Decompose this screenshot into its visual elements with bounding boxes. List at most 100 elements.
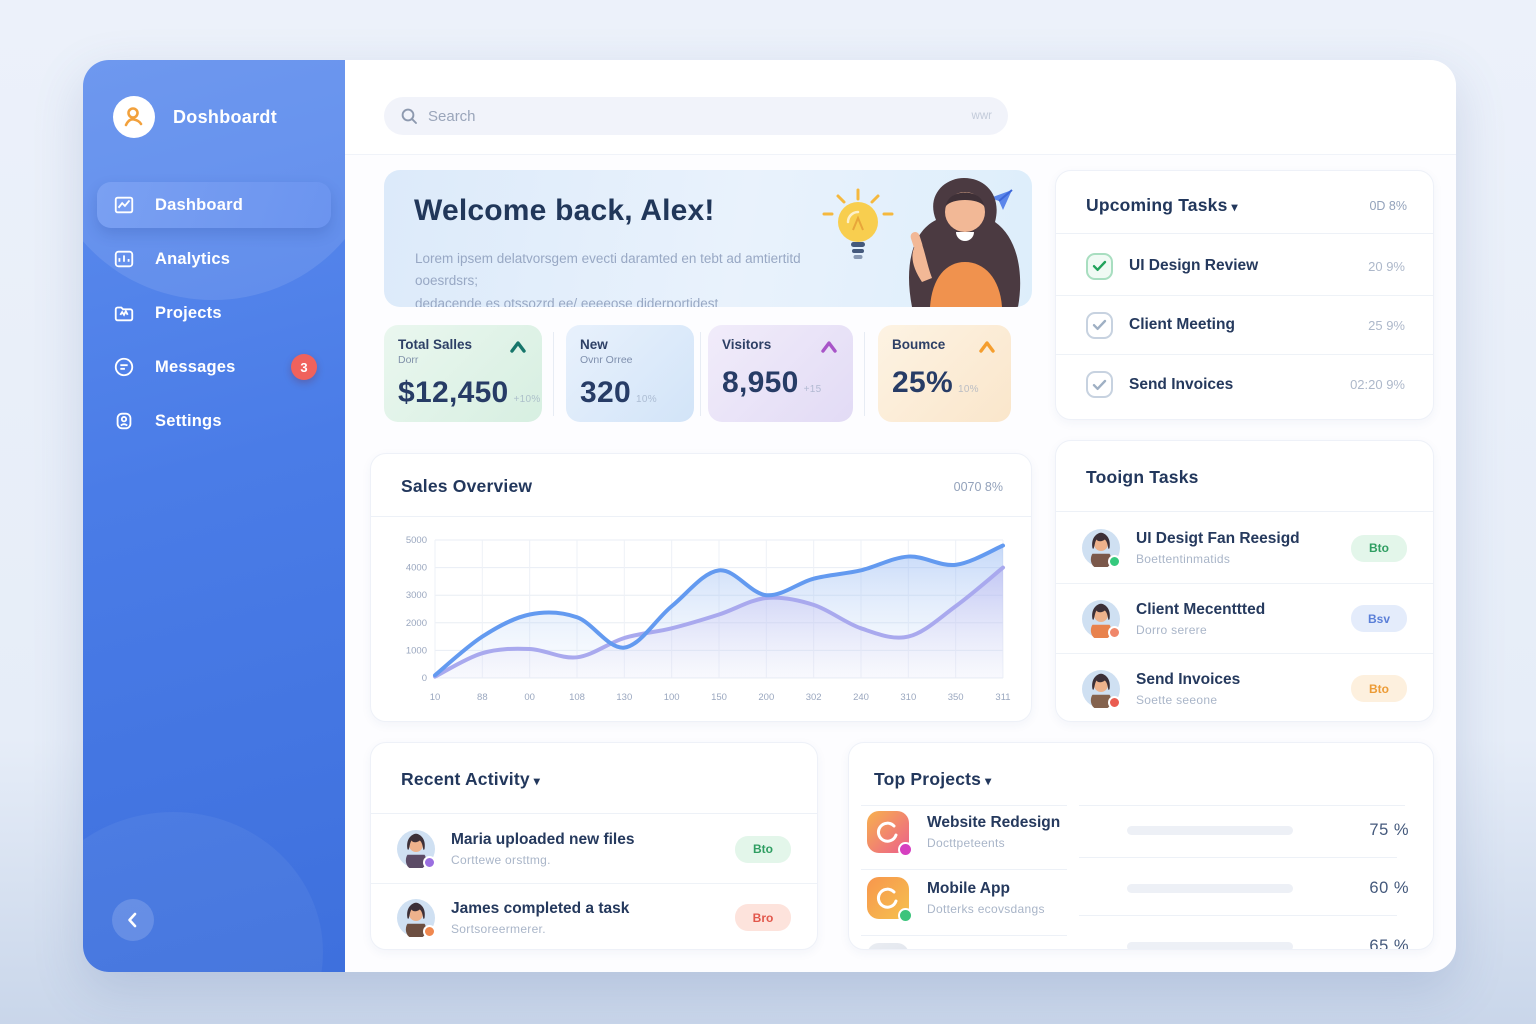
project-title: Mobile App bbox=[927, 880, 1010, 897]
messages-icon bbox=[111, 354, 137, 380]
svg-text:4000: 4000 bbox=[406, 563, 427, 574]
activity-row[interactable]: James completed a task Sortsoreermerer. Br… bbox=[371, 883, 817, 951]
sidebar-collapse-button[interactable] bbox=[112, 899, 154, 941]
project-item[interactable]: Ilat ila Ae a tlTat bbox=[867, 943, 1117, 949]
task-label: Client Meeting bbox=[1129, 316, 1235, 333]
settings-icon bbox=[111, 408, 137, 434]
upcoming-tasks-menu[interactable]: 0D 8% bbox=[1369, 198, 1407, 213]
upcoming-task-row[interactable]: Client Meeting 25 9% bbox=[1056, 296, 1433, 355]
list-item-title: Maria uploaded new files bbox=[451, 831, 635, 848]
progress-percent: 75 % bbox=[1369, 821, 1409, 839]
sales-overview-title: Sales Overview bbox=[401, 476, 533, 496]
upcoming-tasks-title: Upcoming Tasks ▾ bbox=[1086, 195, 1238, 215]
svg-text:130: 130 bbox=[616, 692, 632, 703]
status-badge: Bto bbox=[1351, 534, 1407, 562]
divider bbox=[553, 332, 554, 416]
sidebar-item-label: Settings bbox=[155, 411, 222, 430]
sales-overview-card: Sales Overview 0070 8% 5000 4000 3000 2000 1… bbox=[370, 453, 1032, 722]
project-title: Website Redesign bbox=[927, 814, 1061, 831]
top-projects-card: Top Projects ▾ Website Redesign Docttpetee… bbox=[848, 742, 1434, 950]
stat-card-2[interactable]: New Ovnr Orree 320 10% bbox=[566, 325, 694, 422]
welcome-banner: Welcome back, Alex! Lorem ipsem delatvor… bbox=[384, 170, 1032, 307]
analytics-icon bbox=[111, 246, 137, 272]
stat-value: 320 10% bbox=[580, 375, 657, 409]
svg-text:1000: 1000 bbox=[406, 645, 427, 656]
stat-label: Visitors bbox=[722, 337, 772, 352]
svg-text:310: 310 bbox=[900, 692, 916, 703]
stat-card-4[interactable]: Boumce 25% 10% bbox=[878, 325, 1011, 422]
sidebar-item-analytics[interactable]: Analytics bbox=[97, 236, 331, 282]
checkbox-icon[interactable] bbox=[1086, 371, 1113, 398]
lightbulb-icon bbox=[822, 186, 894, 272]
sidebar-item-label: Analytics bbox=[155, 249, 231, 268]
sidebar-item-settings[interactable]: Settings bbox=[97, 398, 331, 444]
search-shortcut-hint: wwr bbox=[971, 110, 992, 122]
divider bbox=[1079, 857, 1397, 858]
search-bar[interactable]: wwr bbox=[384, 97, 1008, 135]
search-icon bbox=[400, 107, 418, 125]
divider bbox=[1079, 915, 1397, 916]
trend-up-icon bbox=[819, 338, 839, 356]
stat-card-1[interactable]: Total Salles Dorr $12,450 +10% bbox=[384, 325, 542, 422]
project-icon bbox=[867, 877, 913, 923]
project-item[interactable]: Website Redesign Docttpeteents bbox=[867, 811, 1117, 857]
project-item[interactable]: Mobile App Dotterks ecovsdangs bbox=[867, 877, 1117, 923]
list-item-subtitle: Dorro serere bbox=[1136, 622, 1207, 637]
stat-label: Boumce bbox=[892, 337, 946, 352]
today-tasks-card: Tooign Tasks UI Desigt Fan Reesigd Boette… bbox=[1055, 440, 1434, 722]
activity-row[interactable]: Maria uploaded new files Corttewe orsttmg… bbox=[371, 815, 817, 883]
status-badge: Bsv bbox=[1351, 605, 1407, 632]
stat-value: $12,450 +10% bbox=[398, 375, 541, 409]
svg-text:200: 200 bbox=[758, 692, 774, 703]
trend-up-icon bbox=[977, 338, 997, 356]
checkbox-icon[interactable] bbox=[1086, 311, 1113, 339]
upcoming-task-row[interactable]: Send Invoices 02:20 9% bbox=[1056, 355, 1433, 414]
today-task-row[interactable]: UI Desigt Fan Reesigd Boettentinmatids Bto bbox=[1056, 513, 1433, 583]
app-logo: Doshboardt bbox=[113, 96, 277, 138]
today-task-row[interactable]: Send Invoices Soette seeone Bto bbox=[1056, 653, 1433, 723]
checkbox-checked-icon[interactable] bbox=[1086, 252, 1113, 280]
upcoming-task-row[interactable]: UI Design Review 20 9% bbox=[1056, 237, 1433, 296]
list-item-subtitle: Soette seeone bbox=[1136, 692, 1218, 707]
avatar bbox=[1082, 529, 1121, 568]
avatar bbox=[397, 898, 436, 938]
recent-activity-title: Recent Activity ▾ bbox=[401, 769, 541, 789]
chevron-left-icon bbox=[125, 912, 141, 928]
sidebar-item-messages[interactable]: Messages 3 bbox=[97, 344, 331, 390]
stat-card-3[interactable]: Visitors 8,950 +15 bbox=[708, 325, 853, 422]
stat-label: New bbox=[580, 337, 608, 352]
chevron-down-icon: ▾ bbox=[1231, 200, 1238, 214]
sidebar-item-label: Messages bbox=[155, 357, 236, 376]
stat-card-header: Boumce bbox=[892, 337, 997, 356]
task-label: UI Design Review bbox=[1129, 257, 1259, 274]
stat-sublabel: Dorr bbox=[398, 353, 419, 366]
avatar bbox=[1082, 599, 1121, 639]
project-text: Website Redesign Docttpeteents bbox=[927, 814, 1060, 850]
progress-bar-track bbox=[1127, 942, 1293, 949]
list-item-text: Client Mecenttted Dorro serere bbox=[1136, 601, 1265, 637]
svg-text:10: 10 bbox=[430, 692, 441, 703]
sidebar: Doshboardt Dashboard Analytics Projects Mes… bbox=[83, 60, 345, 972]
today-task-row[interactable]: Client Mecenttted Dorro serere Bsv bbox=[1056, 583, 1433, 653]
avatar bbox=[1082, 669, 1121, 709]
welcome-title: Welcome back, Alex! bbox=[414, 194, 715, 227]
svg-text:00: 00 bbox=[524, 692, 535, 703]
stat-value-suffix: 10% bbox=[635, 393, 657, 405]
sales-overview-menu[interactable]: 0070 8% bbox=[953, 479, 1003, 494]
sidebar-item-dashboard[interactable]: Dashboard bbox=[97, 182, 331, 228]
status-dot bbox=[1108, 695, 1121, 709]
list-item-title: James completed a task bbox=[451, 899, 630, 917]
list-item-subtitle: Sortsoreermerer. bbox=[451, 921, 546, 936]
svg-text:0: 0 bbox=[422, 673, 427, 684]
project-icon-dot bbox=[898, 908, 913, 923]
status-badge: Bto bbox=[735, 835, 791, 863]
divider bbox=[861, 935, 1067, 936]
svg-text:108: 108 bbox=[569, 692, 585, 703]
stat-value: 8,950 +15 bbox=[722, 366, 822, 399]
search-input[interactable] bbox=[428, 107, 908, 125]
progress-bar-track bbox=[1127, 884, 1293, 893]
svg-text:3000: 3000 bbox=[406, 590, 427, 601]
sidebar-item-projects[interactable]: Projects bbox=[97, 290, 331, 336]
today-tasks-title: Tooign Tasks bbox=[1086, 467, 1199, 487]
project-progress-row: 75 % bbox=[1127, 821, 1409, 840]
